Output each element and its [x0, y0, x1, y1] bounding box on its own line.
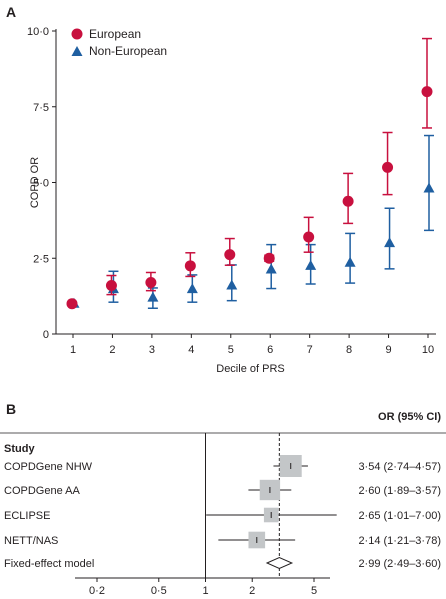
- data-point-european: [263, 252, 275, 264]
- data-point-european: [105, 280, 117, 292]
- data-point-european: [382, 161, 394, 173]
- x-tick-label: 1: [70, 344, 76, 356]
- data-point-european: [421, 86, 433, 98]
- legend-marker-non-european: [71, 46, 83, 56]
- pooled-diamond: [265, 556, 294, 570]
- study-or-value: 3·54 (2·74–4·57): [358, 461, 441, 473]
- y-tick-label: 10·0: [27, 26, 49, 38]
- data-point-european: [303, 231, 315, 243]
- y-tick-label: 0: [43, 329, 49, 341]
- data-point-european: [145, 276, 157, 288]
- legend-label-non-european: Non-European: [89, 44, 167, 58]
- x-tick-label: 2: [109, 344, 115, 356]
- legend-marker-european: [71, 28, 83, 40]
- y-tick-label: 2·5: [33, 253, 49, 265]
- data-point-non-european: [344, 256, 356, 267]
- forest-x-tick-label: 5: [311, 585, 317, 597]
- legend-label-european: European: [89, 27, 141, 41]
- study-or-value: 2·65 (1·01–7·00): [358, 510, 441, 522]
- y-tick-label: 7·5: [33, 102, 49, 114]
- forest-x-tick-label: 2: [249, 585, 255, 597]
- x-tick-label: 3: [149, 344, 155, 356]
- study-name: COPDGene AA: [4, 485, 80, 497]
- study-or-value: 2·60 (1·89–3·57): [358, 485, 441, 497]
- y-axis-title: COPD OR: [29, 157, 41, 208]
- data-point-european: [224, 249, 236, 261]
- data-point-european: [342, 195, 354, 207]
- x-tick-label: 10: [422, 344, 434, 356]
- data-point-non-european: [147, 291, 159, 302]
- x-tick-label: 5: [228, 344, 234, 356]
- x-tick-label: 9: [385, 344, 391, 356]
- data-point-non-european: [226, 279, 238, 290]
- pooled-or-value: 2·99 (2·49–3·60): [358, 558, 441, 570]
- x-tick-label: 7: [307, 344, 313, 356]
- forest-x-tick-label: 0·2: [89, 585, 105, 597]
- x-tick-label: 6: [267, 344, 273, 356]
- study-column-header: Study: [4, 443, 35, 455]
- forest-x-tick-label: 1: [202, 585, 208, 597]
- study-name: NETT/NAS: [4, 535, 58, 547]
- forest-x-tick-label: 0·5: [151, 585, 167, 597]
- data-point-european: [184, 260, 196, 272]
- data-point-non-european: [305, 259, 317, 270]
- pooled-name: Fixed-effect model: [4, 558, 94, 570]
- data-point-non-european: [186, 283, 198, 294]
- data-point-non-european: [265, 263, 277, 274]
- or-column-header: OR (95% CI): [378, 411, 441, 423]
- data-point-european: [66, 298, 78, 310]
- study-name: COPDGene NHW: [4, 461, 93, 473]
- x-tick-label: 4: [188, 344, 194, 356]
- data-point-non-european: [384, 237, 396, 248]
- x-axis-title: Decile of PRS: [216, 363, 284, 375]
- study-name: ECLIPSE: [4, 510, 50, 522]
- y-tick-label: 5·0: [33, 178, 49, 190]
- study-or-value: 2·14 (1·21–3·78): [358, 535, 441, 547]
- panel-b-label: B: [6, 401, 17, 417]
- data-point-non-european: [423, 182, 435, 193]
- x-tick-label: 8: [346, 344, 352, 356]
- panel-a-label: A: [6, 4, 17, 20]
